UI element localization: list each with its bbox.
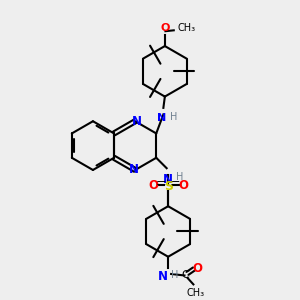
Text: CH₃: CH₃ — [177, 23, 196, 33]
Text: N: N — [157, 113, 167, 123]
Text: =: = — [170, 177, 180, 190]
Text: H: H — [176, 172, 183, 182]
Text: N: N — [129, 164, 139, 176]
Text: CH₃: CH₃ — [187, 288, 205, 298]
Text: H: H — [170, 112, 177, 122]
Text: O: O — [192, 262, 202, 275]
Text: N: N — [132, 115, 142, 128]
Text: =: = — [156, 177, 166, 190]
Text: O: O — [178, 179, 188, 192]
Text: N: N — [163, 173, 173, 186]
Text: N: N — [158, 270, 168, 284]
Text: S: S — [164, 180, 172, 193]
Text: O: O — [160, 23, 170, 33]
Text: O: O — [148, 179, 158, 192]
Text: H: H — [170, 269, 178, 280]
Text: C: C — [181, 270, 189, 280]
